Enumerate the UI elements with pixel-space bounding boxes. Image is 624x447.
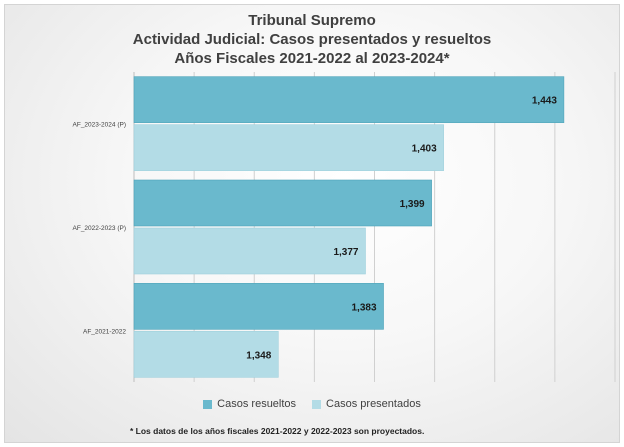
legend-item-resueltos: Casos resueltos [203, 398, 296, 410]
bar-resueltos [133, 179, 432, 227]
chart-title-line-1: Tribunal Supremo [248, 12, 376, 29]
category-label: AF_2022-2023 (P) [73, 225, 126, 232]
bar-resueltos [133, 76, 565, 123]
data-label-presentados: 1,348 [246, 350, 271, 361]
legend-swatch-presentados [312, 399, 322, 409]
data-label-resueltos: 1,383 [351, 302, 376, 313]
data-label-resueltos: 1,399 [400, 199, 425, 210]
bar-presentados [133, 124, 444, 171]
chart-footnote: * Los datos de los años fiscales 2021-20… [130, 426, 425, 436]
category-label: AF_2023-2024 (P) [73, 122, 126, 129]
legend-item-presentados: Casos presentados [312, 398, 421, 410]
legend-label-resueltos: Casos resueltos [217, 398, 297, 410]
bar-presentados [133, 227, 366, 275]
data-label-presentados: 1,403 [412, 144, 437, 155]
chart-title-line-2: Actividad Judicial: Casos presentados y … [132, 31, 492, 48]
legend-swatch-resueltos [203, 399, 213, 409]
bar-resueltos [133, 283, 384, 330]
data-label-presentados: 1,377 [333, 247, 358, 258]
bar-presentados [133, 331, 279, 378]
data-label-resueltos: 1,443 [532, 96, 557, 107]
category-label: AF_2021-2022 [83, 328, 126, 335]
legend-label-presentados: Casos presentados [326, 398, 421, 410]
chart-legend: Casos resueltos Casos presentados [0, 398, 624, 410]
chart-title-line-3: Años Fiscales 2021-2022 al 2023-2024* [174, 50, 450, 67]
